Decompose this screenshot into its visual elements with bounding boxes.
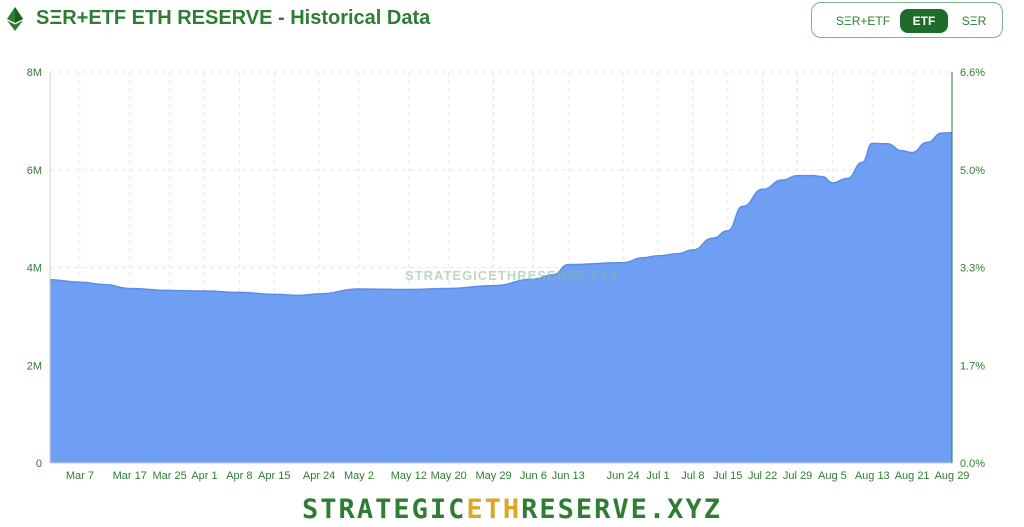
- toggle-ser[interactable]: SΞR: [961, 14, 987, 28]
- footer-part-2: ETH: [466, 494, 522, 525]
- chart-watermark: STRATEGICETHRESERVE.XYZ: [405, 268, 619, 283]
- footer-part-3: RESERVE.XYZ: [521, 494, 722, 525]
- reserve-line: [49, 131, 953, 297]
- x-tick-label: Mar 25: [152, 470, 186, 482]
- x-tick-label: Jun 13: [552, 470, 585, 482]
- y-right-tick-label: 0.0%: [960, 458, 985, 470]
- x-tick-label: Aug 21: [895, 470, 930, 482]
- header: SΞR+ETF ETH RESERVE - Historical Data SΞ…: [0, 0, 1024, 44]
- dataset-toggle: SΞR+ETF ETF SΞR: [811, 2, 1003, 38]
- x-tick-label: Jun 6: [520, 470, 547, 482]
- y-right-tick-label: 1.7%: [960, 360, 985, 372]
- chart-axes: 0 0.0% 2M 1.7% 4M 3.3% 6M 5.0% 8M 6.6% Mar 7 Mar 17…: [27, 67, 986, 482]
- x-tick-label: May 29: [475, 470, 511, 482]
- y-right-tick-label: 3.3%: [960, 263, 985, 275]
- x-tick-label: Jun 24: [607, 470, 640, 482]
- toggle-etf[interactable]: ETF: [900, 9, 948, 33]
- page-title: SΞR+ETF ETH RESERVE - Historical Data: [36, 7, 431, 29]
- y-right-tick-label: 6.6%: [960, 67, 985, 79]
- x-tick-label: Jul 22: [748, 470, 777, 482]
- ethereum-icon: [7, 7, 23, 31]
- x-tick-label: Apr 24: [303, 470, 335, 482]
- x-tick-label: Jul 1: [646, 470, 669, 482]
- x-tick-label: Apr 15: [258, 470, 290, 482]
- x-tick-label: Apr 8: [226, 470, 252, 482]
- x-tick-label: Aug 29: [935, 470, 970, 482]
- x-tick-label: Aug 5: [818, 470, 847, 482]
- footer-part-1: STRATEGIC: [302, 494, 467, 525]
- y-right-tick-label: 5.0%: [960, 165, 985, 177]
- x-tick-label: Mar 17: [113, 470, 147, 482]
- x-tick-label: Mar 7: [66, 470, 94, 482]
- x-tick-label: May 2: [344, 470, 374, 482]
- reserve-area-chart: STRATEGICETHRESERVE.XYZ 0 0.0% 2M 1.7% 4M 3.3…: [27, 67, 986, 482]
- y-left-tick-label: 2M: [27, 360, 42, 372]
- x-tick-label: May 12: [391, 470, 427, 482]
- y-left-tick-label: 4M: [27, 263, 42, 275]
- x-tick-label: Jul 15: [713, 470, 742, 482]
- toggle-ser-etf[interactable]: SΞR+ETF: [835, 14, 891, 28]
- reserve-area: [50, 132, 952, 463]
- y-left-tick-label: 0: [36, 458, 42, 470]
- y-left-tick-label: 8M: [27, 67, 42, 79]
- x-tick-label: Apr 1: [191, 470, 217, 482]
- x-tick-label: Aug 13: [855, 470, 890, 482]
- x-tick-label: Jul 29: [783, 470, 812, 482]
- x-tick-label: Jul 8: [681, 470, 704, 482]
- x-tick-label: May 20: [431, 470, 467, 482]
- footer-brand: STRATEGICETHRESERVE.XYZ: [0, 494, 1024, 525]
- y-left-tick-label: 6M: [27, 165, 42, 177]
